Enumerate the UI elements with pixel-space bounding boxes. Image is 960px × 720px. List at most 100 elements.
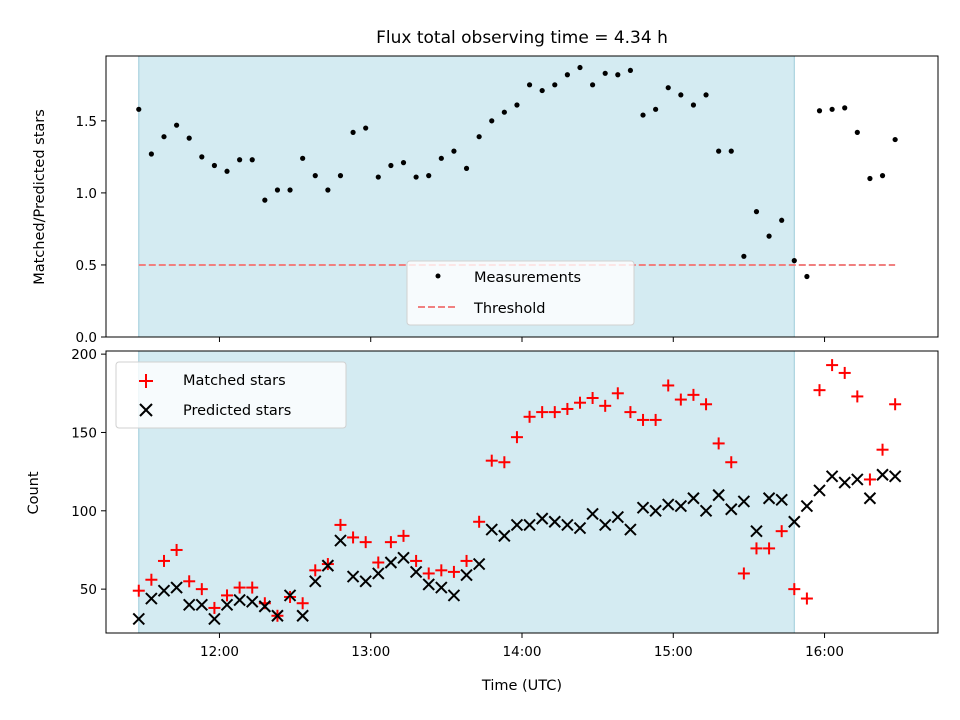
measurement-point — [136, 106, 142, 112]
matched-star-point — [800, 592, 813, 605]
matched-star-point — [712, 437, 725, 450]
predicted-star-point — [510, 518, 524, 532]
measurement-point — [779, 217, 785, 223]
measurement-point — [388, 162, 394, 169]
measurement-point — [148, 151, 154, 157]
predicted-star-point — [359, 575, 372, 588]
matched-star-point — [334, 518, 347, 531]
predicted-star-point — [573, 521, 587, 535]
measurement-point — [199, 154, 205, 160]
bottom-legend-box — [115, 361, 347, 429]
measurement-point — [842, 105, 848, 111]
predicted-star-point — [863, 492, 877, 505]
matched-star-point — [498, 456, 511, 469]
measurement-point — [363, 125, 369, 131]
predicted-star-point — [561, 518, 574, 532]
matched-star-point — [813, 384, 826, 397]
predicted-star-point — [523, 518, 536, 532]
predicted-star-point — [598, 518, 612, 532]
matched-star-point — [170, 543, 183, 556]
matched-star-point — [460, 554, 473, 567]
matched-star-point — [372, 556, 385, 569]
predicted-star-point — [485, 523, 498, 536]
matched-star-point — [725, 456, 738, 469]
measurement-point — [173, 122, 180, 128]
measurement-point — [791, 258, 797, 264]
bottom-xtick-label: 13:00 — [351, 644, 390, 660]
matched-star-point — [548, 406, 561, 419]
legend-threshold-label: Threshold — [473, 301, 545, 317]
predicted-star-point — [636, 501, 650, 514]
predicted-star-point — [687, 492, 700, 505]
matched-star-point — [157, 554, 170, 567]
predicted-star-point — [876, 468, 889, 481]
measurement-point — [350, 129, 356, 135]
measurement-point — [892, 136, 898, 143]
matched-star-point — [309, 564, 322, 577]
chart-title: Flux total observing time = 4.34 h — [376, 28, 668, 48]
predicted-star-point — [283, 589, 297, 602]
predicted-star-point — [712, 488, 725, 502]
matched-star-point — [183, 575, 196, 588]
measurement-point — [400, 160, 407, 166]
legend-predicted-marker — [139, 403, 153, 417]
matched-star-point — [195, 583, 208, 596]
predicted-star-point — [737, 495, 751, 508]
matched-star-point — [889, 398, 902, 411]
measurement-point — [186, 135, 192, 141]
measurement-point — [879, 173, 886, 179]
predicted-star-point — [334, 534, 347, 547]
predicted-star-point — [725, 503, 738, 516]
measurement-point — [249, 157, 255, 163]
predicted-star-point — [271, 609, 284, 622]
bottom-xtick-label: 12:00 — [200, 644, 239, 660]
predicted-star-point — [472, 557, 486, 571]
matched-star-point — [599, 399, 612, 412]
predicted-star-point — [246, 595, 259, 608]
measurement-point — [312, 173, 318, 179]
matched-star-point — [435, 564, 448, 577]
measurement-point — [274, 187, 281, 193]
matched-star-point — [649, 413, 662, 426]
measurement-point — [716, 148, 722, 154]
matched-star-point — [611, 387, 624, 400]
matched-star-point — [674, 393, 687, 406]
measurement-point — [539, 87, 545, 94]
bottom-xtick-label: 15:00 — [654, 644, 693, 660]
matched-star-point — [750, 542, 763, 555]
predicted-star-point — [775, 493, 788, 507]
matched-star-point — [410, 554, 423, 567]
matched-star-point — [775, 525, 788, 538]
matched-star-point — [473, 515, 486, 528]
measurement-point — [426, 173, 432, 179]
predicted-star-point — [838, 476, 851, 489]
bottom-xtick-label: 16:00 — [805, 644, 844, 660]
legend-measurements-marker — [435, 273, 441, 279]
x-axis-label: Time (UTC) — [481, 678, 562, 694]
matched-star-point — [132, 584, 145, 597]
top-y-axis-label: Matched/Predicted stars — [32, 109, 48, 285]
matched-star-point — [208, 601, 221, 614]
measurement-point — [211, 162, 218, 169]
predicted-star-point — [182, 598, 196, 612]
measurement-point — [325, 187, 331, 193]
predicted-star-point — [422, 578, 435, 591]
predicted-star-point — [624, 523, 637, 536]
matched-star-point — [536, 406, 549, 419]
measurement-point — [816, 108, 823, 114]
predicted-star-point — [195, 598, 209, 612]
predicted-star-point — [460, 568, 473, 582]
matched-star-point — [788, 583, 801, 596]
bottom-y-axis-label: Count — [26, 471, 42, 514]
measurement-point — [640, 112, 646, 118]
matched-star-point — [763, 542, 776, 555]
measurement-point — [829, 106, 835, 112]
predicted-star-point — [750, 524, 763, 538]
measurement-point — [489, 118, 495, 124]
measurement-point — [564, 72, 570, 78]
measurement-point — [237, 157, 243, 163]
measurement-point — [804, 273, 810, 280]
measurement-point — [438, 155, 444, 161]
predicted-star-point — [157, 584, 171, 597]
measurement-point — [690, 102, 697, 108]
